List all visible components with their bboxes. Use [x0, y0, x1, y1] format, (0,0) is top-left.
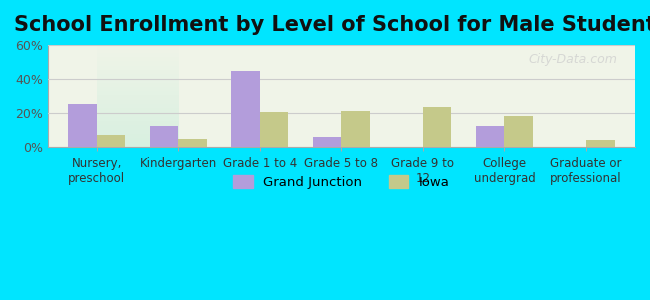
- Bar: [97, 135, 125, 148]
- Bar: [178, 139, 207, 148]
- Bar: [260, 112, 289, 148]
- Bar: [586, 140, 615, 148]
- Bar: [68, 104, 97, 148]
- Bar: [231, 71, 260, 148]
- Bar: [476, 126, 504, 148]
- Bar: [313, 137, 341, 148]
- Bar: [423, 107, 452, 148]
- Bar: [504, 116, 533, 148]
- Title: School Enrollment by Level of School for Male Students: School Enrollment by Level of School for…: [14, 15, 650, 35]
- Bar: [341, 111, 370, 148]
- Legend: Grand Junction, Iowa: Grand Junction, Iowa: [227, 169, 455, 194]
- Text: City-Data.com: City-Data.com: [528, 53, 618, 66]
- Bar: [150, 126, 178, 148]
